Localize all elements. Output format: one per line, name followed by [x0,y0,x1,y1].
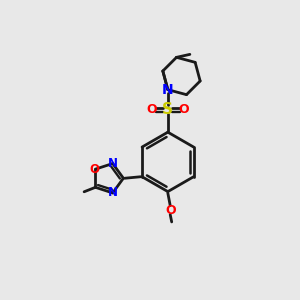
Text: N: N [108,157,118,170]
Text: O: O [165,203,175,217]
Text: O: O [146,103,157,116]
Text: O: O [179,103,190,116]
Text: N: N [162,83,174,97]
Text: N: N [108,186,118,199]
Text: S: S [162,102,173,117]
Text: O: O [89,163,99,176]
